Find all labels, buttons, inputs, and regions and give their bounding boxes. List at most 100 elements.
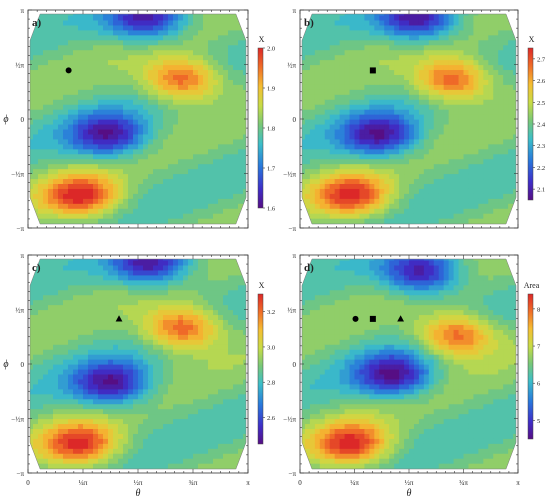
heatmap-cell — [458, 109, 465, 115]
heatmap-cell — [78, 44, 84, 51]
heatmap-cell — [88, 89, 94, 95]
heatmap-cell — [33, 64, 39, 71]
heatmap-cell — [493, 84, 499, 90]
heatmap-cell — [233, 94, 239, 100]
heatmap-cell — [409, 218, 415, 224]
heatmap-cell — [38, 259, 44, 261]
heatmap-cell — [73, 143, 79, 150]
heatmap-cell — [138, 193, 144, 199]
heatmap-cell — [498, 198, 504, 204]
heatmap-surface — [302, 14, 516, 224]
heatmap-cell — [314, 59, 321, 66]
heatmap-cell — [513, 119, 516, 125]
heatmap-cell — [503, 84, 509, 90]
heatmap-cell — [168, 104, 174, 110]
heatmap-cell — [153, 163, 159, 170]
heatmap-cell — [319, 148, 326, 155]
heatmap-cell — [198, 188, 204, 194]
heatmap-cell — [108, 329, 114, 335]
heatmap-cell — [98, 49, 104, 56]
heatmap-cell — [483, 59, 489, 66]
heatmap-cell — [339, 198, 346, 204]
heatmap-cell — [63, 274, 69, 281]
heatmap-cell — [334, 79, 341, 85]
heatmap-cell — [98, 19, 104, 26]
y-tick-label: −π — [289, 225, 297, 233]
heatmap-cell — [38, 443, 44, 449]
heatmap-cell — [173, 133, 179, 140]
heatmap-cell — [83, 128, 89, 135]
heatmap-cell — [30, 383, 34, 390]
heatmap-cell — [128, 198, 134, 204]
heatmap-cell — [68, 123, 74, 130]
heatmap-cell — [319, 128, 326, 135]
heatmap-cell — [88, 378, 94, 385]
heatmap-cell — [63, 173, 69, 180]
heatmap-cell — [58, 438, 64, 444]
heatmap-cell — [118, 269, 124, 276]
heatmap-cell — [354, 99, 361, 105]
heatmap-cell — [143, 163, 149, 170]
heatmap-cell — [319, 163, 326, 170]
heatmap-cell — [193, 14, 199, 16]
heatmap-cell — [448, 109, 455, 115]
heatmap-cell — [223, 14, 229, 16]
heatmap-cell — [53, 388, 59, 395]
heatmap-cell — [428, 59, 435, 66]
heatmap-cell — [473, 133, 479, 140]
heatmap-cell — [513, 44, 516, 51]
heatmap-cell — [133, 34, 139, 41]
heatmap-cell — [178, 183, 184, 189]
heatmap-cell — [314, 183, 321, 189]
heatmap-cell — [48, 59, 54, 66]
heatmap-cell — [188, 69, 194, 75]
heatmap-cell — [43, 349, 49, 355]
heatmap-cell — [30, 148, 34, 155]
heatmap-cell — [503, 168, 509, 175]
heatmap-cell — [163, 79, 169, 85]
heatmap-cell — [188, 59, 194, 66]
heatmap-cell — [418, 34, 425, 41]
heatmap-cell — [178, 198, 184, 204]
heatmap-cell — [238, 59, 244, 66]
heatmap-cell — [324, 123, 331, 130]
heatmap-cell — [334, 99, 341, 105]
heatmap-cell — [103, 183, 109, 189]
heatmap-cell — [483, 49, 489, 56]
heatmap-cell — [448, 34, 455, 41]
heatmap-cell — [503, 69, 509, 75]
heatmap-cell — [38, 448, 44, 454]
heatmap-cell — [128, 208, 134, 214]
heatmap-cell — [304, 54, 311, 61]
heatmap-cell — [153, 79, 159, 85]
heatmap-cell — [309, 19, 316, 26]
heatmap-cell — [453, 138, 460, 145]
heatmap-cell — [63, 119, 69, 125]
heatmap-cell — [228, 138, 234, 145]
heatmap-cell — [93, 428, 99, 434]
heatmap-cell — [513, 168, 516, 175]
heatmap-cell — [508, 99, 514, 105]
heatmap-cell — [168, 74, 174, 80]
heatmap-cell — [324, 89, 331, 95]
heatmap-cell — [93, 119, 99, 125]
heatmap-cell — [163, 188, 169, 194]
heatmap-cell — [33, 14, 39, 16]
heatmap-cell — [98, 54, 104, 61]
heatmap-cell — [319, 203, 326, 209]
heatmap-cell — [73, 119, 79, 125]
heatmap-cell — [93, 269, 99, 276]
heatmap-cell — [38, 24, 44, 31]
heatmap-cell — [118, 319, 124, 325]
heatmap-cell — [418, 143, 425, 150]
heatmap-cell — [364, 34, 370, 41]
heatmap-cell — [68, 393, 74, 400]
heatmap-cell — [478, 168, 484, 175]
heatmap-cell — [138, 34, 144, 41]
heatmap-cell — [58, 309, 64, 316]
heatmap-cell — [493, 69, 499, 75]
heatmap-cell — [513, 104, 516, 110]
heatmap-cell — [448, 128, 455, 135]
heatmap-cell — [413, 44, 420, 51]
heatmap-cell — [73, 368, 79, 375]
